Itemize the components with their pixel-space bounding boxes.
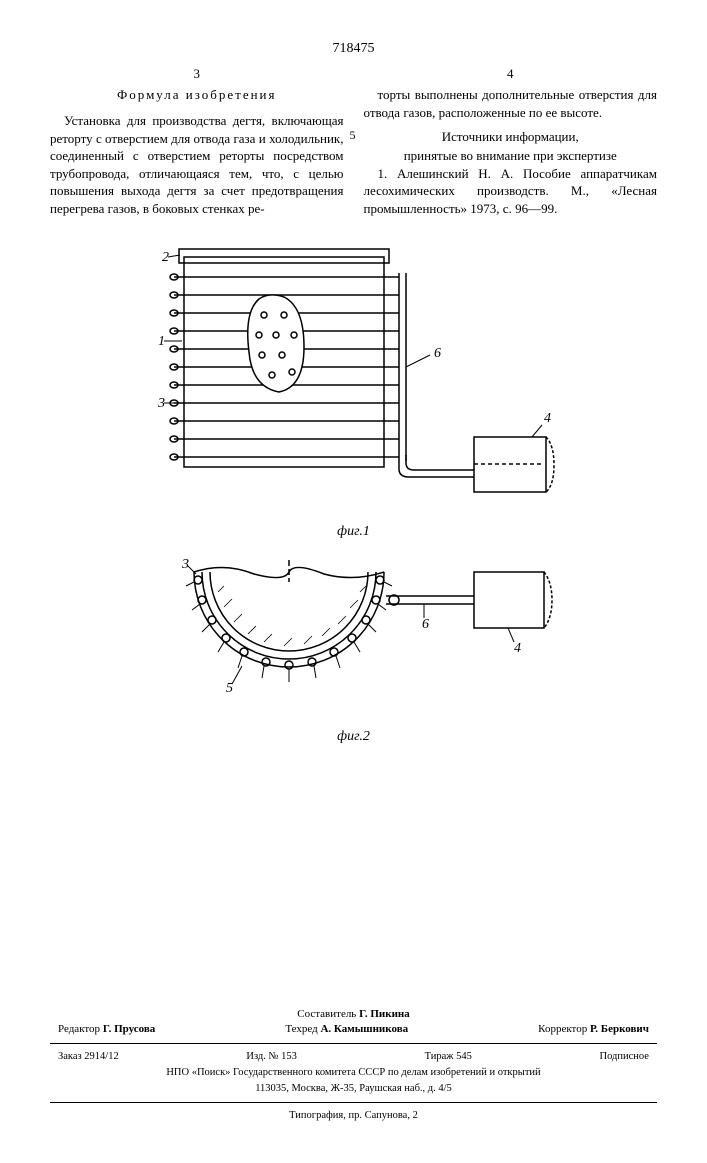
left-column: 3 Формула изобретения Установка для прои… <box>50 65 344 217</box>
figure-2-svg: 3 5 6 4 <box>144 552 564 722</box>
compiler-line: Составитель Г. Пикина <box>50 1007 657 1022</box>
claim-text-right: торты выполнены дополнительные отверстия… <box>364 86 658 121</box>
order-no: Заказ 2914/12 <box>58 1050 119 1064</box>
sources-subtitle: принятые во внимание при экспертизе <box>364 147 658 165</box>
addr-line: 113035, Москва, Ж-35, Раушская наб., д. … <box>50 1082 657 1096</box>
corrector: Корректор Р. Беркович <box>538 1022 649 1037</box>
formula-title: Формула изобретения <box>50 86 344 104</box>
tirazh: Тираж 545 <box>425 1050 472 1064</box>
fig1-label-4: 4 <box>544 411 551 426</box>
right-column: 4 торты выполнены дополнительные отверст… <box>364 65 658 217</box>
text-columns: 3 Формула изобретения Установка для прои… <box>50 65 657 217</box>
techred: Техред А. Камышникова <box>285 1022 408 1037</box>
line-number-5: 5 <box>350 127 356 143</box>
typo-line: Типография, пр. Сапунова, 2 <box>50 1109 657 1123</box>
patent-number: 718475 <box>50 40 657 59</box>
fig1-label-1: 1 <box>158 334 165 349</box>
footer: Составитель Г. Пикина Редактор Г. Прусов… <box>50 1007 657 1123</box>
figures-block: 2 1 3 6 4 фиг.1 <box>50 237 657 747</box>
fig1-label-3: 3 <box>157 396 165 411</box>
source-citation: 1. Алешинский Н. А. Пособие аппаратчикам… <box>364 165 658 218</box>
fig2-label-6: 6 <box>422 617 429 632</box>
col-num-left: 3 <box>50 65 344 83</box>
credits-row: Редактор Г. Прусова Техред А. Камышников… <box>50 1022 657 1037</box>
figure-1-svg: 2 1 3 6 4 <box>144 237 564 517</box>
sources-title: Источники информации, <box>364 128 658 146</box>
fig2-label-3: 3 <box>181 557 189 572</box>
footer-rule-2 <box>50 1102 657 1103</box>
editor: Редактор Г. Прусова <box>58 1022 155 1037</box>
imprint-row: Заказ 2914/12 Изд. № 153 Тираж 545 Подпи… <box>50 1050 657 1064</box>
izd-no: Изд. № 153 <box>246 1050 297 1064</box>
fig1-label-2: 2 <box>162 250 169 265</box>
claim-text-left: Установка для производства дегтя, включа… <box>50 112 344 217</box>
col-num-right: 4 <box>364 65 658 83</box>
fig2-label-4: 4 <box>514 641 521 656</box>
footer-rule-1 <box>50 1043 657 1044</box>
fig1-label-6: 6 <box>434 346 441 361</box>
org-line: НПО «Поиск» Государственного комитета СС… <box>50 1066 657 1080</box>
podpisnoe: Подписное <box>600 1050 649 1064</box>
fig1-caption: фиг.1 <box>50 523 657 542</box>
fig2-caption: фиг.2 <box>50 728 657 747</box>
